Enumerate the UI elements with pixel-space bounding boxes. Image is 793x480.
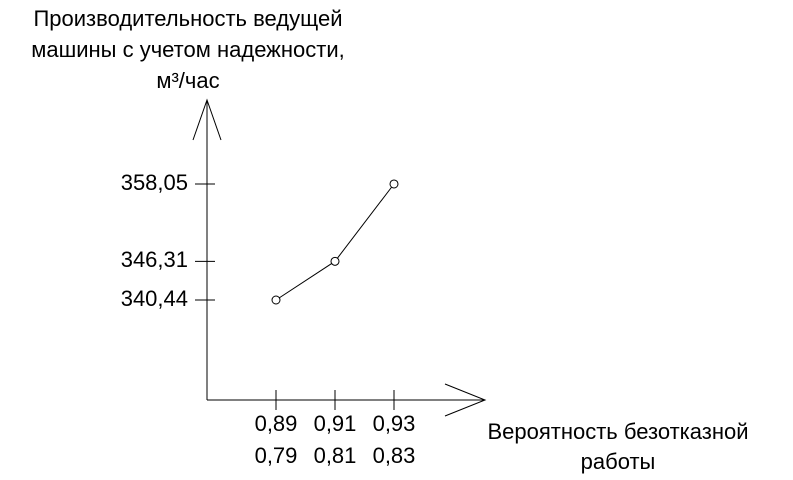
y-tick-label: 340,44	[121, 286, 188, 311]
x-tick-label: 0,79	[255, 443, 298, 468]
x-axis-label: работы	[581, 449, 656, 474]
data-line	[275, 183, 395, 301]
y-axis-arrow	[192, 98, 222, 141]
x-tick-label: 0,83	[373, 443, 416, 468]
x-tick-label: 0,91	[314, 411, 357, 436]
x-axis-label: Вероятность безотказной	[487, 419, 748, 444]
x-tick-label: 0,93	[373, 411, 416, 436]
data-point	[271, 295, 281, 305]
y-tick-label: 358,05	[121, 170, 188, 195]
x-tick-label: 0,81	[314, 443, 357, 468]
x-tick-label: 0,89	[255, 411, 298, 436]
y-axis-label: машины с учетом надежности,	[31, 37, 345, 62]
data-point	[389, 179, 399, 189]
y-axis-label: м³/час	[156, 68, 219, 93]
y-tick-label: 346,31	[121, 247, 188, 272]
data-point	[330, 256, 340, 266]
x-axis-arrow	[444, 383, 487, 417]
y-axis-label: Производительность ведущей	[33, 6, 342, 31]
